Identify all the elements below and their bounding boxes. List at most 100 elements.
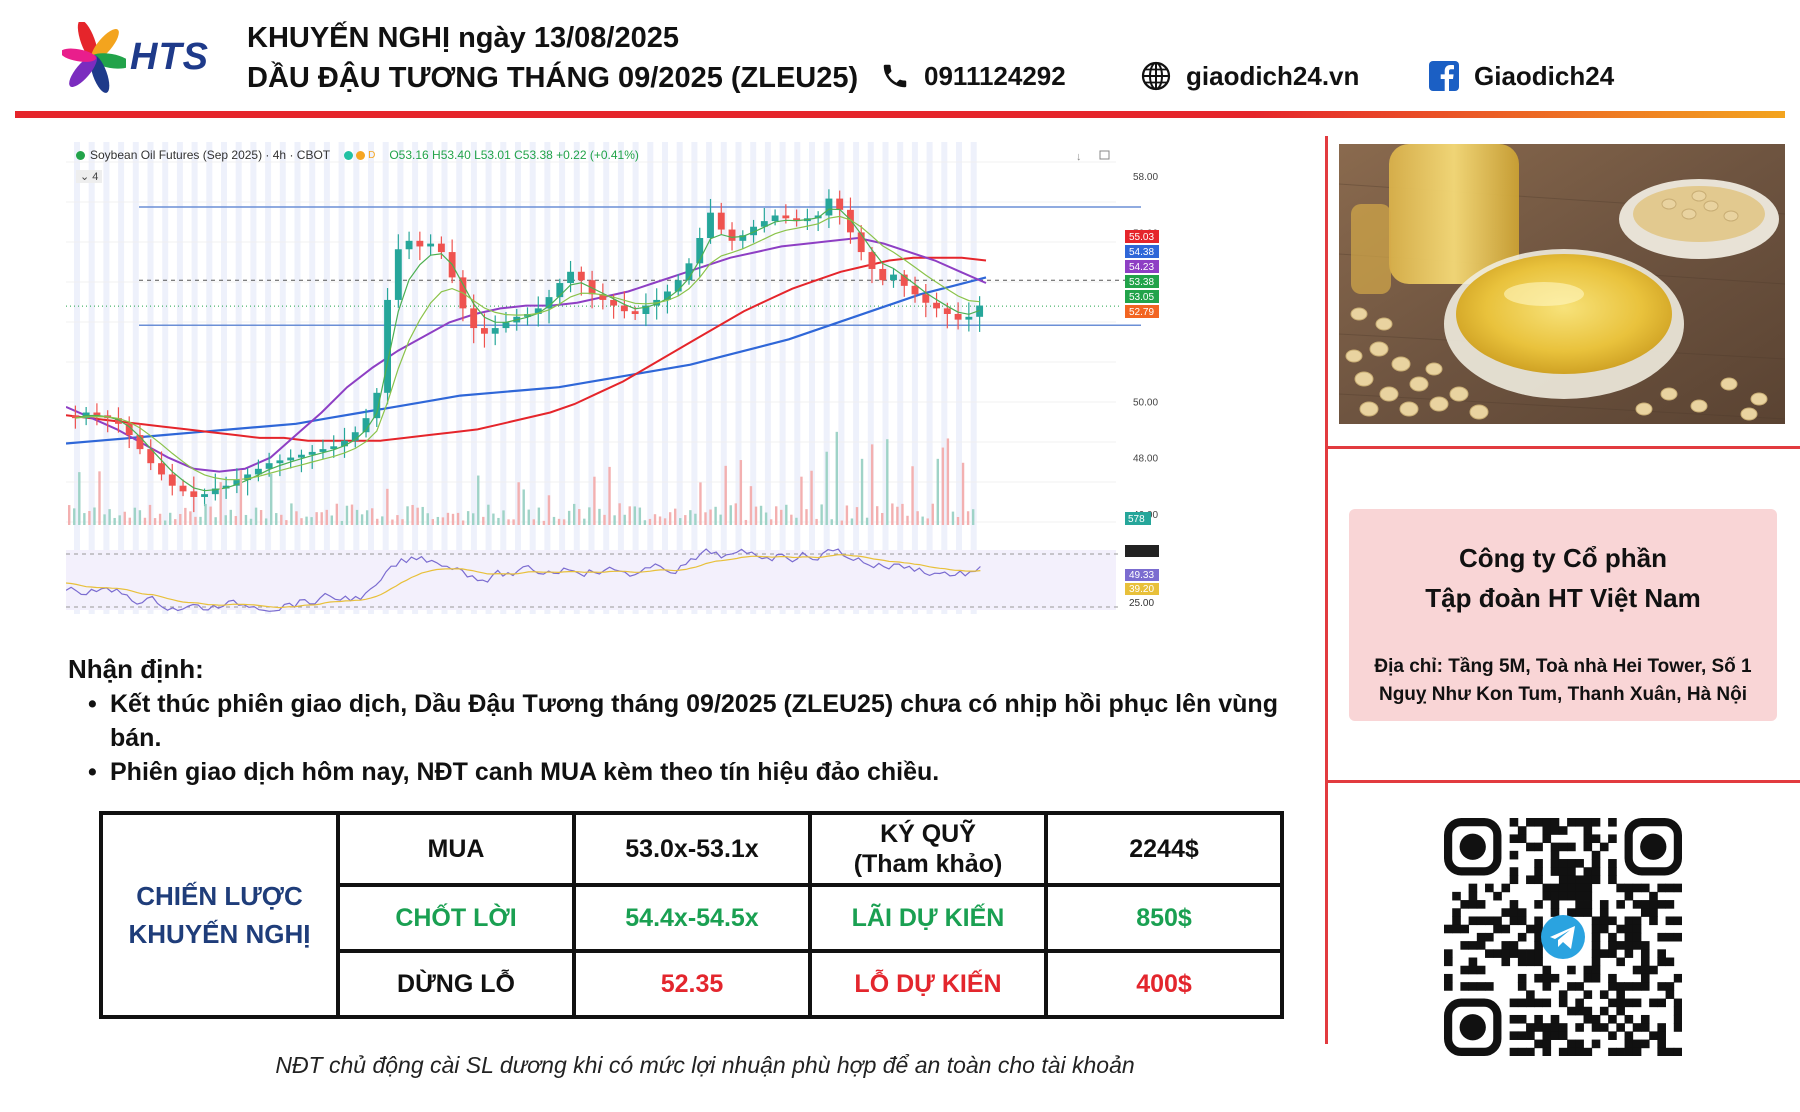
qr-module [1517,932,1527,942]
volume-bar [881,512,884,525]
analysis-bullet: Phiên giao dịch hôm nay, NĐT canh MUA kè… [68,755,1308,789]
margin-label-line2: (Tham khảo) [853,850,1003,878]
qr-module [1517,1047,1527,1057]
volume-bar [613,515,616,525]
contact-facebook[interactable]: Giaodich24 [1428,58,1614,94]
contact-website[interactable]: giaodich24.vn [1140,58,1359,94]
volume-bar [557,518,561,525]
volume-bar [941,447,945,525]
candle-body [771,215,779,222]
price-label-box [1125,305,1159,318]
volume-bar [547,495,551,525]
candle-body [922,294,930,303]
qr-module [1550,900,1560,909]
qr-module [1575,1047,1584,1057]
volume-bar [461,520,465,525]
oscillator-cap-box [1125,545,1159,557]
qr-module [1509,1014,1519,1024]
volume-bar [699,482,702,525]
candle-body [857,232,865,253]
volume-bar [633,506,636,525]
volume-bar [300,518,303,525]
volume-bar [769,519,773,525]
qr-module [1657,932,1666,942]
qr-module [1567,908,1576,917]
candle-body [233,480,241,486]
qr-module [1632,982,1642,991]
qr-module [1657,998,1666,1008]
session-stripe [132,142,139,614]
volume-bar [835,431,838,525]
qr-module [1468,965,1478,975]
price-label-box [1125,260,1159,273]
qr-module [1476,965,1486,975]
price-chart[interactable]: 58.0056.0050.0048.0046.0055.0354.3854.23… [66,142,1316,614]
qr-module [1608,1047,1617,1057]
volume-bar [906,515,909,525]
qr-module [1599,1023,1609,1032]
candle-body [728,229,736,241]
qr-module [1452,916,1461,926]
volume-bar [855,507,859,525]
qr-module [1640,900,1650,909]
volume-bar [340,520,344,525]
company-address: Địa chỉ: Tầng 5M, Toà nhà Hei Tower, Số … [1374,656,1752,705]
volume-bar [209,506,212,525]
volume-bar [118,515,121,525]
qr-module [1591,818,1601,827]
qr-module [1534,1023,1543,1032]
qr-module [1583,990,1593,999]
oscillator-label: 39.20 [1129,584,1154,595]
market-status-icon [344,150,354,160]
qr-module [1657,957,1666,967]
volume-bar [603,514,606,525]
qr-module [1624,924,1634,934]
qr-module [1542,826,1552,835]
volume-bar [249,518,253,525]
qr-code-icon [1443,817,1683,1057]
qr-module [1567,883,1576,893]
volume-bar [492,513,495,525]
candle-body [330,446,338,450]
volume-bar [421,506,424,525]
volume-bar [285,520,288,525]
session-stripe [706,142,713,614]
candle-body [362,418,370,433]
qr-module [1632,1039,1642,1049]
candle-body [825,198,833,216]
candle-body [71,415,79,419]
table-row: CHIẾN LƯỢC KHUYẾN NGHỊ MUA 53.0x-53.1x K… [99,811,1284,1019]
qr-module [1583,908,1593,917]
volume-bar [214,517,217,525]
qr-module [1509,916,1519,926]
qr-module [1640,1014,1650,1024]
buy-price: 53.0x-53.1x [572,811,812,887]
candle-body [125,423,133,436]
telegram-qr-code[interactable] [1443,817,1683,1057]
qr-module [1575,900,1584,909]
volume-bar [739,460,743,525]
qr-module [1616,990,1625,999]
volume-bar [103,514,106,525]
volume-bar [411,504,414,525]
candle-body [707,212,714,238]
volume-bar [689,510,692,525]
qr-module [1534,842,1543,852]
session-stripe [515,142,521,614]
volume-bar [896,506,899,525]
qr-module [1632,941,1642,950]
indicator-toggle[interactable]: ⌄ 4 [76,170,103,183]
qr-module [1550,842,1560,852]
candle-body [739,235,747,241]
qr-module [1517,1014,1527,1024]
session-stripe [441,142,448,614]
volume-bar [780,509,783,525]
volume-label-box [1125,512,1151,525]
qr-module [1550,973,1560,983]
contact-phone[interactable]: 0911124292 [880,58,1066,94]
candle-body [114,418,122,424]
candle-body [900,274,908,286]
candle-body [814,215,822,219]
volume-bar [174,519,177,525]
logo-text: HTS [130,36,209,78]
